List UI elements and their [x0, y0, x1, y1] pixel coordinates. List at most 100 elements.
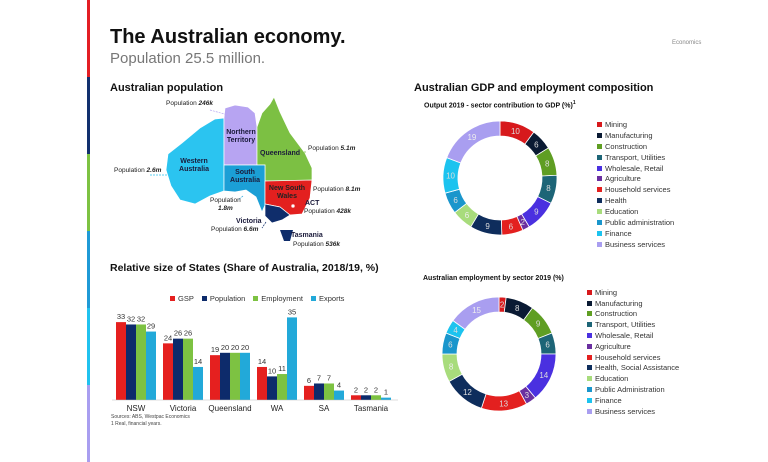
nsw-population: Population 8.1m: [313, 186, 361, 193]
footnote-sources: Sources: ABS, Westpac Economics: [111, 414, 190, 420]
bar-value-label: 7: [317, 373, 321, 382]
gdp-chart-title: Output 2019 - sector contribution to GDP…: [424, 100, 576, 110]
legend-item: Mining: [587, 287, 679, 298]
legend-swatch: [587, 343, 592, 349]
bar-value-label: 32: [127, 314, 135, 323]
legend-item: GSP: [170, 294, 194, 303]
bar-value-label: 14: [194, 357, 202, 366]
legend-item: Mining: [597, 119, 674, 130]
legend-item: Transport, Utilities: [587, 319, 679, 330]
legend-swatch: [597, 209, 602, 215]
page-subtitle: Population 25.5 million.: [110, 50, 266, 67]
legend-item: Business services: [587, 406, 679, 417]
employment-legend: Mining Manufacturing Construction Transport…: [587, 287, 679, 417]
bar-value-label: 1: [384, 388, 388, 397]
vic-label: Victoria: [236, 218, 262, 225]
category-label: SA: [319, 404, 330, 413]
bar-value-label: 6: [307, 376, 311, 385]
bar-value-label: 20: [231, 343, 239, 352]
legend-item: Education: [587, 373, 679, 384]
footnote-real: 1 Real, financial years.: [111, 421, 162, 427]
legend-label: Transport, Utilities: [605, 152, 666, 162]
legend-swatch: [587, 376, 592, 382]
category-label: Tasmania: [354, 404, 389, 413]
act-population: Population 428k: [304, 208, 352, 215]
legend-label: Finance: [595, 395, 622, 405]
category-label: NSW: [127, 404, 146, 413]
legend-swatch: [597, 154, 602, 160]
map-act-dot: [290, 203, 296, 209]
legend-item: Exports: [310, 294, 344, 303]
bar-value-label: 20: [241, 343, 249, 352]
legend-swatch: [597, 165, 602, 171]
legend-item: Wholesale, Retail: [587, 330, 679, 341]
legend-swatch: [587, 289, 592, 295]
legend-label: Public administration: [605, 217, 675, 227]
slice-value-label: 6: [509, 222, 514, 231]
slice-value-label: 10: [446, 172, 455, 181]
qld-population: Population 5.1m: [308, 145, 356, 152]
slice-value-label: 8: [449, 362, 454, 371]
legend-label: Public Administration: [595, 385, 665, 395]
bar-exports-tasmania: [381, 397, 391, 400]
slice-value-label: 3: [525, 391, 530, 400]
bar-legend: GSP Population Employment Exports: [170, 294, 344, 303]
legend-item: Household services: [597, 184, 674, 195]
slice-value-label: 8: [546, 184, 551, 193]
legend-label: Mining: [595, 287, 618, 297]
slice-value-label: 6: [545, 341, 550, 350]
map-wa: [165, 117, 225, 205]
bar-exports-victoria: [193, 366, 203, 400]
bar-value-label: 11: [278, 364, 286, 373]
employment-chart-title: Australian employment by sector 2019 (%): [423, 275, 564, 282]
legend-swatch: [597, 121, 602, 127]
legend-swatch: [597, 219, 602, 225]
slice-value-label: 9: [485, 222, 490, 231]
stripe-segment: [87, 154, 90, 231]
legend-swatch: [201, 296, 207, 301]
legend-label: Business services: [595, 406, 656, 416]
legend-label: Construction: [595, 309, 638, 319]
legend-swatch: [587, 322, 592, 328]
bar-value-label: 29: [147, 322, 155, 331]
bar-value-label: 7: [327, 373, 331, 382]
legend-swatch: [587, 300, 592, 306]
population-title: Australian population: [110, 82, 224, 94]
employment-slice-business-services: [452, 296, 500, 330]
page-title: The Australian economy.: [110, 26, 346, 48]
bar-value-label: 10: [268, 366, 276, 375]
qld-label: Queensland: [260, 150, 301, 157]
slice-value-label: 2: [520, 218, 525, 227]
nt-label: Northern Territory: [226, 129, 256, 144]
slice-value-label: 6: [534, 140, 539, 149]
bar-value-label: 32: [137, 314, 145, 323]
category-label: Victoria: [170, 404, 197, 413]
sa-population: Population 1.8m: [210, 197, 241, 212]
bar-value-label: 33: [117, 312, 125, 321]
slice-value-label: 2: [500, 301, 505, 310]
slice-value-label: 10: [511, 127, 520, 136]
legend-item: Wholesale, Retail: [597, 163, 674, 174]
legend-swatch: [587, 387, 592, 393]
legend-label: Employment: [261, 294, 303, 303]
legend-swatch: [597, 143, 602, 149]
legend-label: Mining: [605, 119, 628, 129]
map-sa: [223, 164, 266, 213]
bar-exports-wa: [287, 317, 297, 400]
slice-value-label: 9: [534, 208, 539, 217]
bar-population-victoria: [173, 338, 183, 400]
legend-swatch: [310, 296, 316, 301]
legend-item: Construction: [597, 141, 674, 152]
bar-value-label: 14: [258, 357, 266, 366]
slice-value-label: 4: [453, 326, 458, 335]
category-label: Queensland: [208, 404, 251, 413]
legend-label: GSP: [178, 294, 194, 303]
legend-label: Household services: [595, 352, 661, 362]
legend-item: Manufacturing: [587, 298, 679, 309]
stripe-segment: [87, 77, 90, 154]
tas-population: Population 536k: [293, 241, 341, 248]
legend-label: Transport, Utilities: [595, 320, 656, 330]
slice-value-label: 9: [536, 320, 541, 329]
legend-item: Public Administration: [587, 384, 679, 395]
